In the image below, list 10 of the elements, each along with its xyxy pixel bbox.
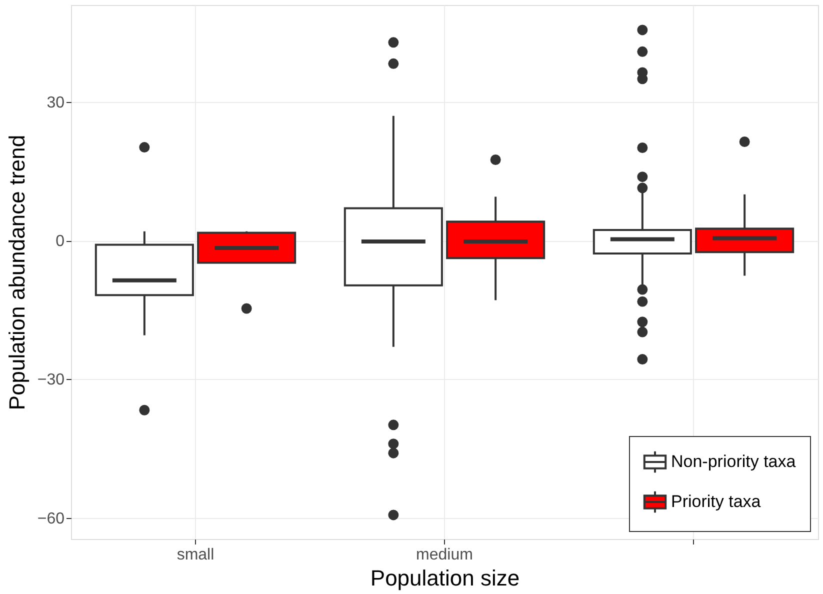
x-axis-title: Population size	[370, 566, 520, 590]
y-axis-title: Population abundance trend	[4, 134, 30, 410]
y-tick-label: −60	[37, 510, 65, 528]
legend-label: Priority taxa	[671, 492, 762, 511]
x-tick-label: small	[176, 546, 214, 564]
y-tick-label: 30	[46, 94, 65, 112]
y-tick-label: −30	[37, 372, 65, 389]
x-tick-label: medium	[416, 546, 473, 564]
y-tick-label: 0	[56, 233, 65, 250]
legend-label: Non-priority taxa	[671, 452, 796, 471]
